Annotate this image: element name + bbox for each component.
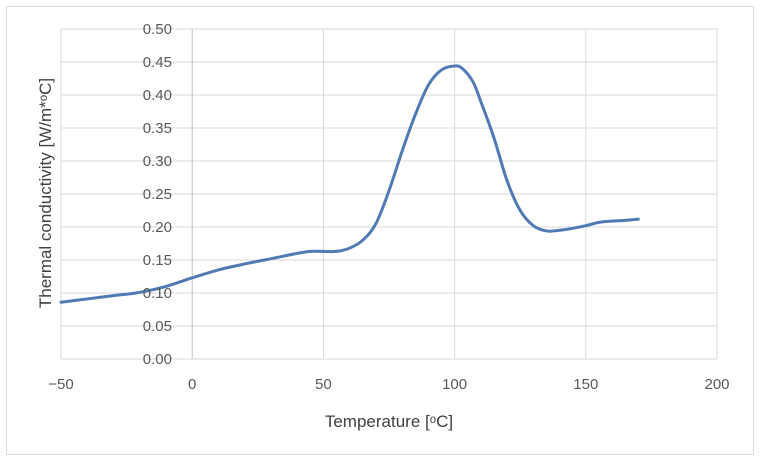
grid-layer [60, 28, 718, 360]
y-tick-label: 0.30 [143, 153, 172, 170]
x-tick-label: 50 [315, 376, 332, 393]
x-axis-title: Temperature [ᵒC] [325, 412, 453, 431]
y-tick-label: 0.15 [143, 252, 172, 269]
series-line [59, 64, 640, 304]
y-tick-label: 0.45 [143, 54, 172, 71]
x-tick-label: −50 [48, 376, 73, 393]
x-tick-label: 150 [573, 376, 598, 393]
chart-frame [6, 6, 754, 455]
x-tick-label: 100 [442, 376, 467, 393]
x-tick-label: 200 [704, 376, 729, 393]
y-tick-label: 0.40 [143, 87, 172, 104]
series-layer [59, 64, 640, 304]
y-tick-label: 0.10 [143, 285, 172, 302]
y-axis-title: Thermal conductivity [W/m*ᵒC] [36, 78, 55, 308]
y-tick-label: 0.35 [143, 120, 172, 137]
y-tick-label: 0.50 [143, 21, 172, 38]
y-tick-label: 0.00 [143, 351, 172, 368]
x-tick-label: 0 [188, 376, 196, 393]
y-tick-label: 0.20 [143, 219, 172, 236]
y-tick-label: 0.25 [143, 186, 172, 203]
tick-layer: 0.00 0.05 0.10 0.15 0.20 0.25 0.30 0.35 0.40 0.45… [48, 21, 729, 393]
y-tick-label: 0.05 [143, 318, 172, 335]
